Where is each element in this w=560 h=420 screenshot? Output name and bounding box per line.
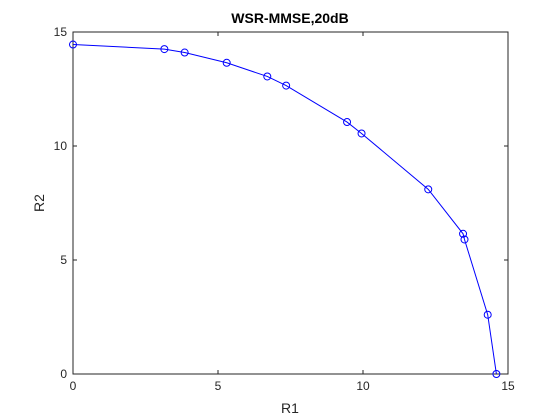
plot-area: [73, 32, 508, 374]
x-axis-label: R1: [281, 400, 299, 416]
y-tick-label: 0: [60, 367, 67, 381]
x-tick-label: 0: [70, 379, 77, 393]
x-tick-label: 5: [215, 379, 222, 393]
x-tick-label: 15: [501, 379, 515, 393]
y-tick-label: 5: [60, 253, 67, 267]
y-tick-label: 10: [54, 139, 68, 153]
y-axis-label: R2: [31, 194, 47, 212]
y-tick-label: 15: [54, 25, 68, 39]
x-tick-label: 10: [356, 379, 370, 393]
chart-title: WSR-MMSE,20dB: [231, 10, 348, 26]
